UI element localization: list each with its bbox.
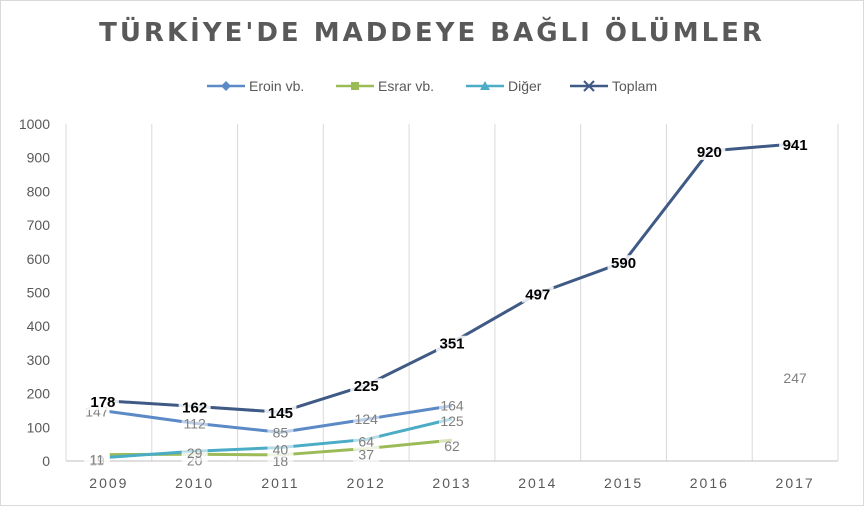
legend: Eroin vb. Esrar vb. Diğer Toplam: [0, 76, 864, 96]
y-tick-label: 700: [27, 217, 51, 233]
data-label-bg: [607, 255, 640, 272]
data-label: 941: [783, 137, 808, 154]
data-label-bg: [264, 405, 297, 422]
x-tick-label: 2011: [261, 475, 299, 491]
data-label: 29: [187, 445, 203, 461]
legend-marker-triangle-icon: [466, 81, 504, 90]
legend-label: Eroin vb.: [249, 78, 305, 94]
data-label: 37: [358, 447, 374, 463]
legend-label: Diğer: [508, 78, 542, 94]
data-label: 145: [268, 405, 293, 422]
chart-title: TÜRKİYE'DE MADDEYE BAĞLI ÖLÜMLER: [99, 18, 765, 48]
legend-marker-square-icon: [336, 82, 374, 90]
data-label-bg: [436, 335, 468, 352]
legend-label: Esrar vb.: [378, 78, 435, 94]
y-tick-label: 500: [27, 285, 51, 301]
y-tick-label: 400: [27, 318, 51, 334]
data-label-bg: [181, 445, 208, 462]
y-tick-label: 200: [27, 386, 51, 402]
x-tick-label: 2013: [432, 475, 471, 491]
legend-marker-x-icon: [570, 80, 608, 92]
data-label-bg: [178, 399, 211, 416]
data-label: 178: [90, 394, 115, 411]
data-label: 85: [273, 424, 289, 440]
data-label-bg: [353, 446, 380, 463]
data-label: 64: [358, 433, 374, 449]
series-line-3: [108, 142, 796, 414]
x-tick-label: 2017: [776, 475, 815, 491]
x-tick-label: 2016: [690, 475, 729, 491]
x-tick-label: 2014: [518, 475, 557, 491]
y-tick-label: 1000: [19, 116, 50, 132]
data-label-bg: [693, 143, 726, 160]
data-label-bg: [353, 433, 380, 450]
data-label-bg: [83, 451, 110, 468]
data-label: 11: [90, 451, 105, 467]
data-label: 497: [525, 287, 550, 304]
data-label: 125: [440, 413, 464, 429]
data-label-bg: [350, 378, 383, 395]
y-tick-label: 600: [27, 251, 51, 267]
data-label: 225: [354, 378, 379, 395]
legend-marker-diamond-icon: [207, 81, 245, 91]
data-label-bg: [267, 441, 294, 458]
data-label-bg: [439, 438, 465, 455]
x-tick-label: 2009: [89, 475, 128, 491]
x-tick-label: 2012: [347, 475, 386, 491]
data-label-bg: [439, 412, 465, 429]
data-label: 62: [444, 438, 460, 454]
data-label: 351: [439, 336, 464, 353]
data-label: 920: [697, 144, 722, 161]
data-label-bg: [267, 424, 294, 441]
y-tick-label: 100: [27, 419, 51, 435]
y-tick-label: 800: [27, 183, 51, 199]
y-tick-label: 900: [27, 150, 51, 166]
annotation-label: 247: [783, 370, 807, 386]
data-label: 162: [182, 399, 207, 416]
data-label-bg: [353, 411, 380, 428]
y-tick-label: 300: [27, 352, 51, 368]
data-label-bg: [86, 394, 119, 411]
data-label: 40: [273, 442, 289, 458]
data-label: 112: [184, 415, 207, 431]
data-label-bg: [521, 286, 554, 303]
data-label-bg: [779, 136, 812, 153]
x-tick-label: 2015: [604, 475, 643, 491]
data-label-bg: [439, 397, 465, 414]
data-label-bg: [181, 415, 208, 432]
data-label: 590: [611, 255, 636, 272]
data-label: 164: [440, 398, 464, 414]
data-label: 124: [355, 411, 379, 427]
legend-label: Toplam: [612, 78, 658, 94]
y-tick-label: 0: [42, 453, 50, 469]
x-tick-label: 2010: [175, 475, 214, 491]
